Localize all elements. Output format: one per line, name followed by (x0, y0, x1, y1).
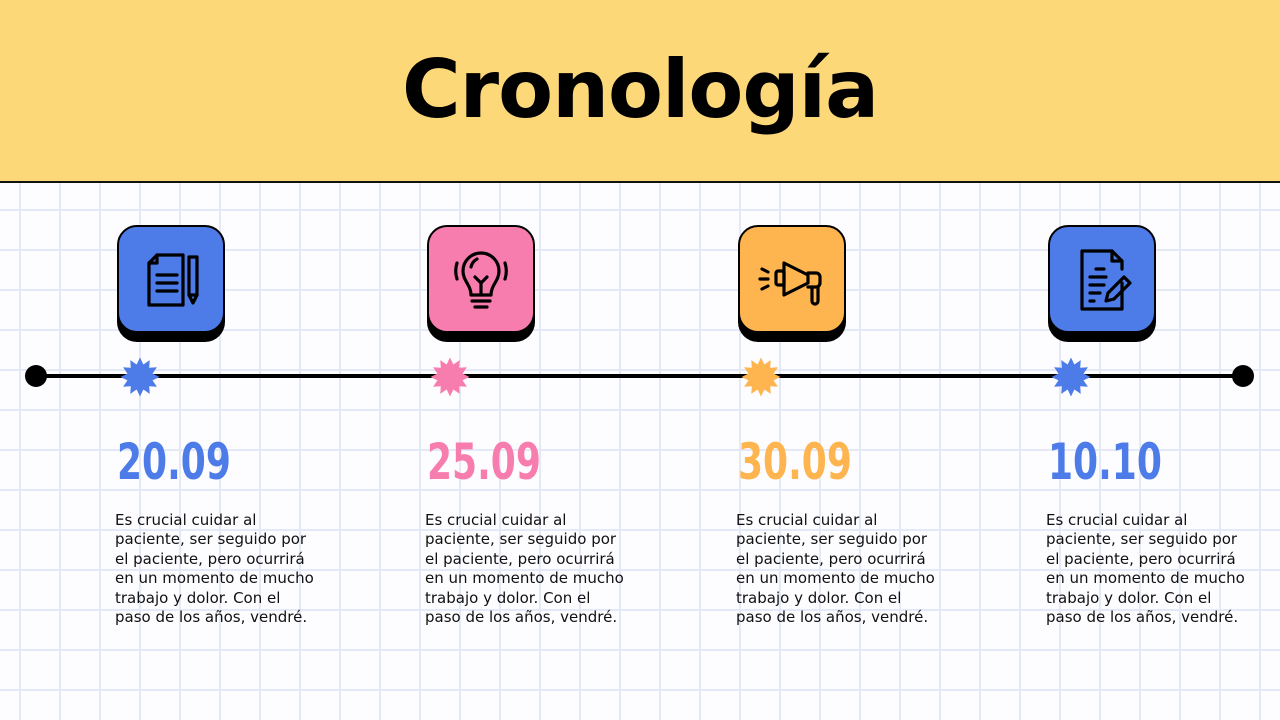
event-date: 10.10 (1048, 433, 1162, 491)
timeline-item: 25.09 Es crucial cuidar al paciente, ser… (425, 0, 647, 720)
event-description: Es crucial cuidar al paciente, ser segui… (1046, 511, 1245, 627)
icon-tile (427, 225, 535, 333)
event-description: Es crucial cuidar al paciente, ser segui… (425, 511, 624, 627)
star-marker-icon (430, 357, 470, 397)
timeline-item: 30.09 Es crucial cuidar al paciente, ser… (736, 0, 958, 720)
timeline-end-dot (1232, 365, 1254, 387)
timeline-line (36, 374, 1244, 378)
icon-tile (117, 225, 225, 333)
event-description: Es crucial cuidar al paciente, ser segui… (115, 511, 314, 627)
event-date: 25.09 (427, 433, 541, 491)
lightbulb-icon (454, 251, 508, 309)
header-banner: Cronología (0, 0, 1280, 183)
star-marker-icon (120, 357, 160, 397)
edit-document-icon (1080, 249, 1132, 311)
timeline-start-dot (25, 365, 47, 387)
icon-tile (1048, 225, 1156, 333)
timeline-item: 10.10 Es crucial cuidar al paciente, ser… (1046, 0, 1268, 720)
event-date: 30.09 (738, 433, 852, 491)
star-marker-icon (741, 357, 781, 397)
event-description: Es crucial cuidar al paciente, ser segui… (736, 511, 935, 627)
megaphone-icon (758, 261, 822, 306)
icon-tile (738, 225, 846, 333)
event-date: 20.09 (117, 433, 231, 491)
timeline-item: 20.09 Es crucial cuidar al paciente, ser… (115, 0, 337, 720)
document-pencil-icon (147, 253, 199, 307)
page-title: Cronología (401, 43, 879, 136)
star-marker-icon (1051, 357, 1091, 397)
